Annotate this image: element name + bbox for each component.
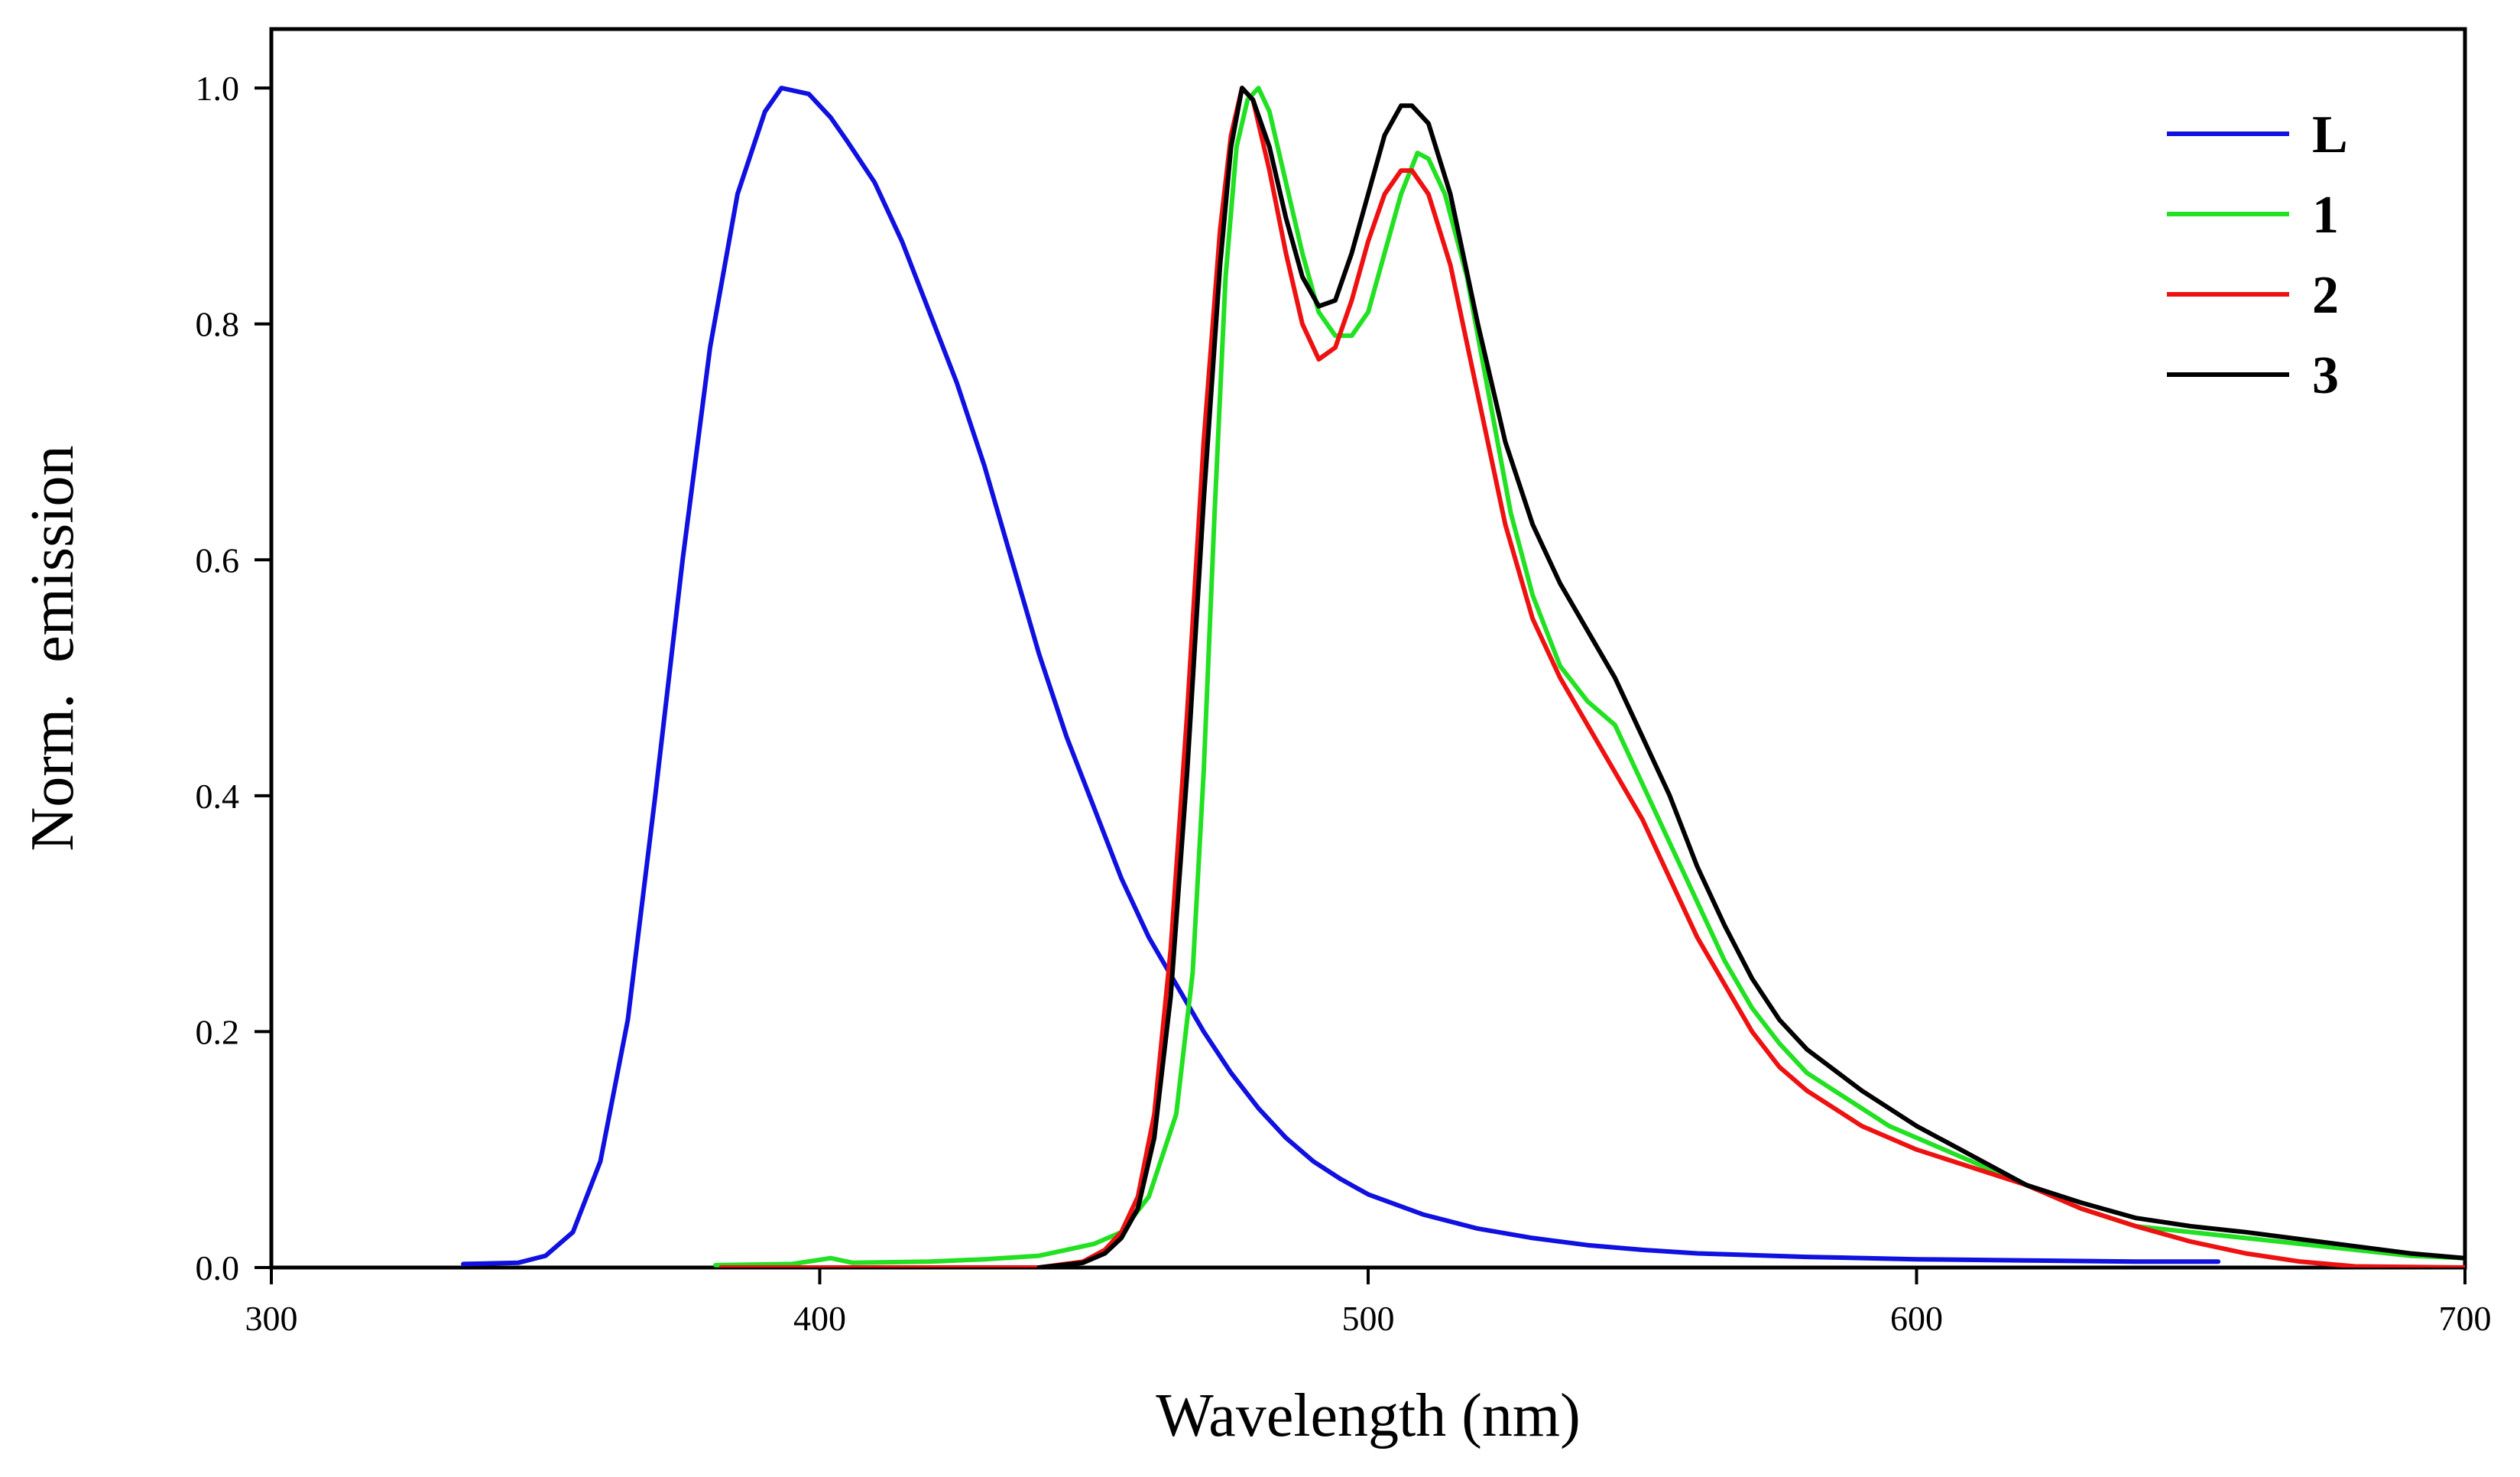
y-tick-label: 0.0 (196, 1248, 240, 1287)
x-tick-label: 500 (1342, 1299, 1395, 1338)
y-tick-label: 0.6 (196, 540, 240, 579)
x-tick-label: 400 (793, 1299, 846, 1338)
legend-label-3: 3 (2312, 346, 2339, 405)
plot-frame (269, 27, 2467, 1270)
x-tick-label: 600 (1890, 1299, 1943, 1338)
series-line-2 (718, 86, 2465, 1268)
series-layer (461, 86, 2465, 1268)
y-tick-label: 0.8 (196, 305, 240, 344)
x-tick-label: 300 (245, 1299, 298, 1338)
y-axis: 0.0 0.2 0.4 0.6 0.8 1.0 (196, 69, 271, 1287)
legend-label-1: 1 (2312, 186, 2339, 245)
legend-label-L: L (2312, 106, 2348, 164)
y-tick-label: 1.0 (196, 69, 240, 108)
legend-label-2: 2 (2312, 266, 2339, 325)
y-tick-label: 0.2 (196, 1012, 240, 1051)
x-axis-title: Wavelength (nm) (1156, 1382, 1581, 1449)
series-line-L (461, 86, 2221, 1267)
y-axis-title: Norm. emission (19, 445, 86, 851)
series-line-3 (1036, 86, 2465, 1268)
x-axis: 300 400 500 600 700 (245, 1268, 2492, 1338)
x-tick-label: 700 (2439, 1299, 2492, 1338)
series-line-1 (713, 86, 2465, 1268)
legend: L 1 2 3 (2167, 106, 2348, 405)
y-tick-label: 0.4 (196, 777, 240, 816)
